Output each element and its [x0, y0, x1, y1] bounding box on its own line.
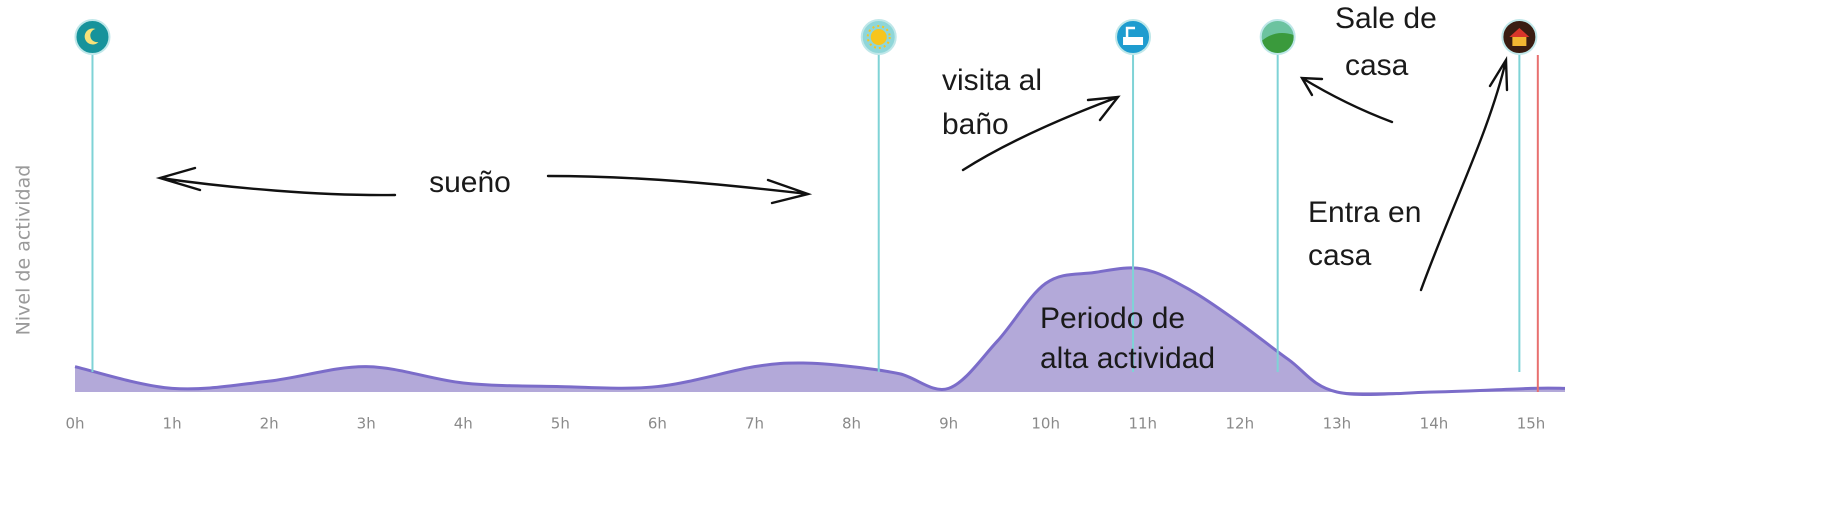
annotation: casa	[1345, 49, 1409, 82]
icon-glyph	[1512, 37, 1527, 46]
icon-badge	[74, 19, 111, 55]
x-tick-label: 1h	[163, 415, 182, 433]
icon-glyph	[1261, 33, 1294, 53]
icon-inner	[84, 28, 99, 45]
event-icon	[74, 19, 111, 55]
area-line	[74, 266, 1566, 397]
arrow	[546, 174, 813, 205]
icon-glyph	[866, 25, 891, 49]
icon-glyph	[1125, 26, 1136, 37]
x-tick-label: 13h	[1323, 415, 1352, 433]
x-tick-label: 3h	[357, 415, 376, 433]
icon-inner	[1261, 33, 1294, 53]
x-tick-label: 12h	[1226, 415, 1255, 433]
x-tick-label: 11h	[1128, 415, 1157, 433]
x-tick-label: 2h	[260, 415, 279, 433]
x-tick-label: 10h	[1031, 415, 1060, 433]
annotation: Periodo de	[1040, 302, 1185, 335]
annotation: Entra en	[1308, 196, 1421, 229]
icon-glyph	[84, 28, 99, 45]
x-tick-label: 8h	[842, 415, 861, 433]
annotation: casa	[1308, 239, 1372, 272]
annotation: alta actividad	[1040, 342, 1215, 375]
arrow	[961, 95, 1121, 172]
x-tick-label: 6h	[648, 415, 667, 433]
icon-glyph	[1509, 28, 1530, 37]
x-tick-label: 7h	[745, 415, 764, 433]
arrows	[155, 55, 1509, 292]
x-tick-label: 4h	[454, 415, 473, 433]
annotations: sueño visita al baño Sale de casa Entra …	[429, 2, 1437, 375]
annotation: visita al	[942, 64, 1042, 97]
annotation: sueño	[429, 166, 511, 199]
icon-inner	[1509, 28, 1530, 46]
annotation: Sale de	[1335, 2, 1437, 35]
plot: 0h 1h 2h 3h 4h 5h 6h 7h 8h 9h 10h 11h 12h 13h 14h 15h	[65, 19, 1566, 433]
x-tick-label: 15h	[1517, 415, 1546, 433]
icon-inner	[866, 25, 891, 49]
arrow	[155, 166, 397, 197]
annotation: baño	[942, 108, 1009, 141]
event-icon	[1115, 19, 1152, 55]
icon-glyph	[1123, 37, 1144, 45]
arrow	[1299, 76, 1394, 124]
x-tick-label: 9h	[939, 415, 958, 433]
x-tick-label: 14h	[1420, 415, 1449, 433]
event-icon	[860, 19, 897, 55]
icon-inner	[1123, 26, 1144, 45]
x-tick-label: 5h	[551, 415, 570, 433]
event-icon	[1259, 19, 1296, 55]
x-tick-label: 0h	[65, 415, 84, 433]
arrow	[1419, 55, 1509, 292]
area	[75, 267, 1565, 395]
y-axis-label: Nivel de actividad	[13, 165, 35, 336]
event-icon	[1501, 19, 1538, 55]
icon-glyph	[870, 29, 887, 45]
